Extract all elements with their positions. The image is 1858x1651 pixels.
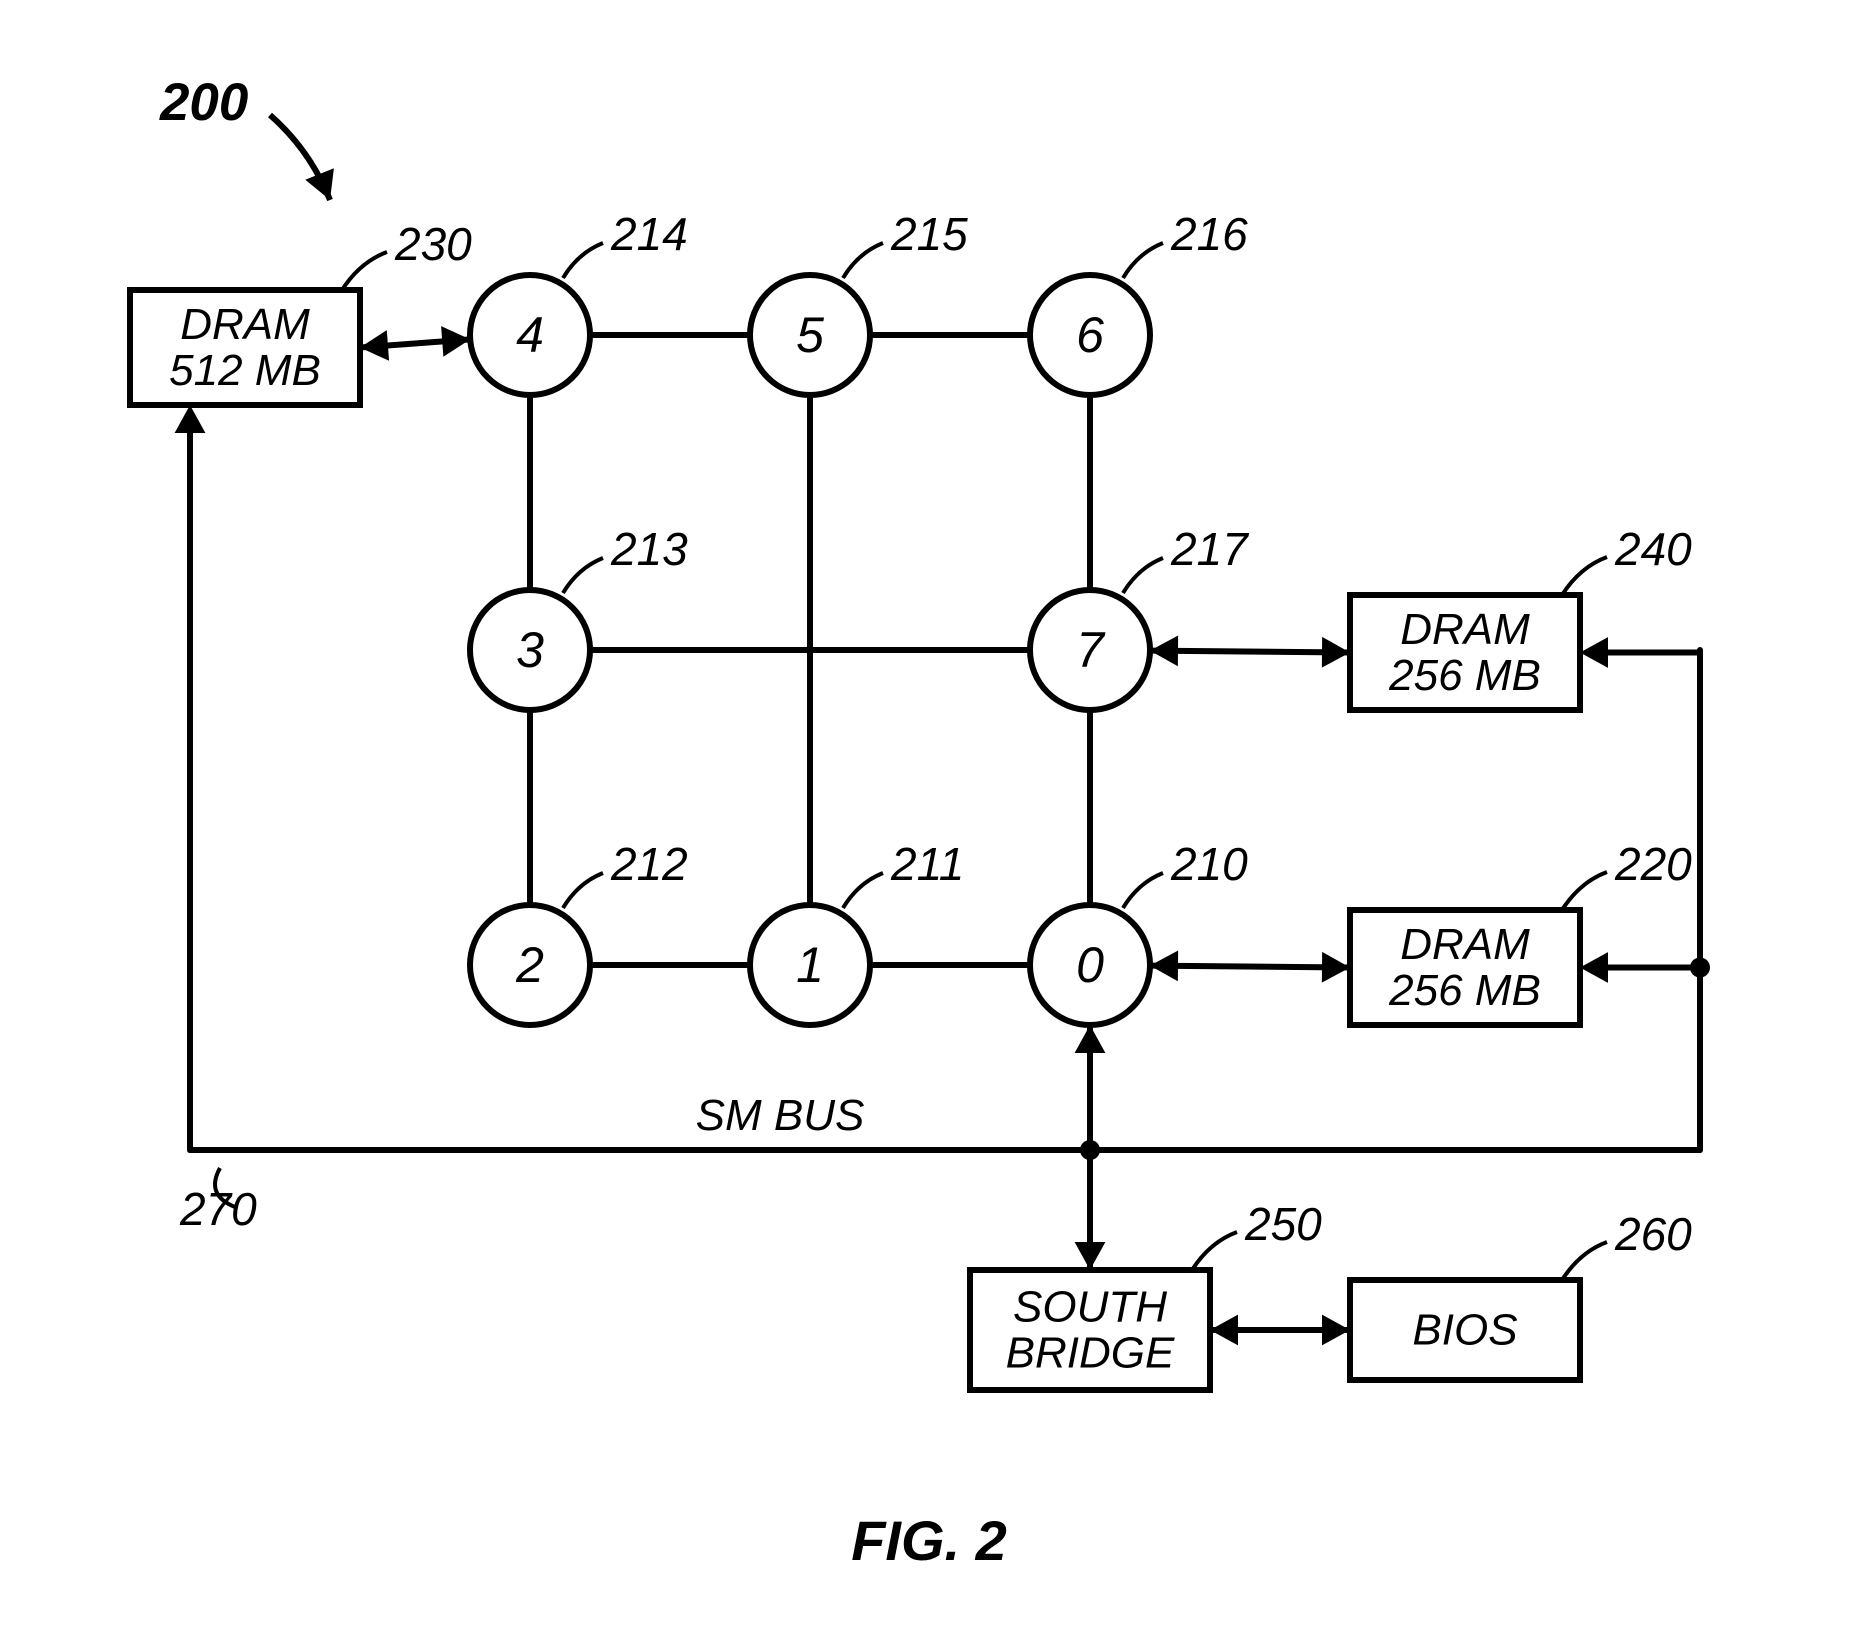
node-1-ref: 211 (890, 838, 964, 890)
sm-bus-ref: 270 (179, 1183, 257, 1235)
node-4-label: 4 (516, 307, 544, 363)
box-south-line-1: BRIDGE (1006, 1329, 1175, 1378)
node-0-ref: 210 (1170, 838, 1248, 890)
node-6-ref: 216 (1170, 208, 1248, 260)
box-dram220-line-1: 256 MB (1388, 966, 1541, 1015)
box-south-line-0: SOUTH (1013, 1282, 1167, 1331)
node-6-label: 6 (1076, 307, 1104, 363)
node-1-label: 1 (796, 937, 824, 993)
box-dram240-ref: 240 (1614, 523, 1692, 575)
node-4-ref: 214 (610, 208, 688, 260)
node-2-label: 2 (515, 937, 544, 993)
node-7-ref: 217 (1170, 523, 1249, 575)
box-dram230-ref: 230 (394, 218, 472, 270)
node-0-label: 0 (1076, 937, 1104, 993)
figure-ref: 200 (159, 73, 248, 132)
box-bios-ref: 260 (1614, 1208, 1692, 1260)
box-dram220-line-0: DRAM (1400, 920, 1530, 969)
box-dram230-line-1: 512 MB (169, 346, 321, 395)
box-bios-line-0: BIOS (1412, 1306, 1517, 1355)
node-2-ref: 212 (610, 838, 688, 890)
node-3-ref: 213 (610, 523, 688, 575)
box-south-ref: 250 (1244, 1198, 1322, 1250)
sm-bus-label: SM BUS (696, 1091, 865, 1140)
box-dram220-ref: 220 (1614, 838, 1692, 890)
node-5-label: 5 (796, 307, 824, 363)
node-3-label: 3 (516, 622, 544, 678)
box-dram240-line-1: 256 MB (1388, 651, 1541, 700)
node-5-ref: 215 (890, 208, 968, 260)
node-7-label: 7 (1076, 622, 1106, 678)
figure-caption: FIG. 2 (851, 1509, 1007, 1572)
box-dram230-line-0: DRAM (180, 300, 310, 349)
box-dram240-line-0: DRAM (1400, 605, 1530, 654)
